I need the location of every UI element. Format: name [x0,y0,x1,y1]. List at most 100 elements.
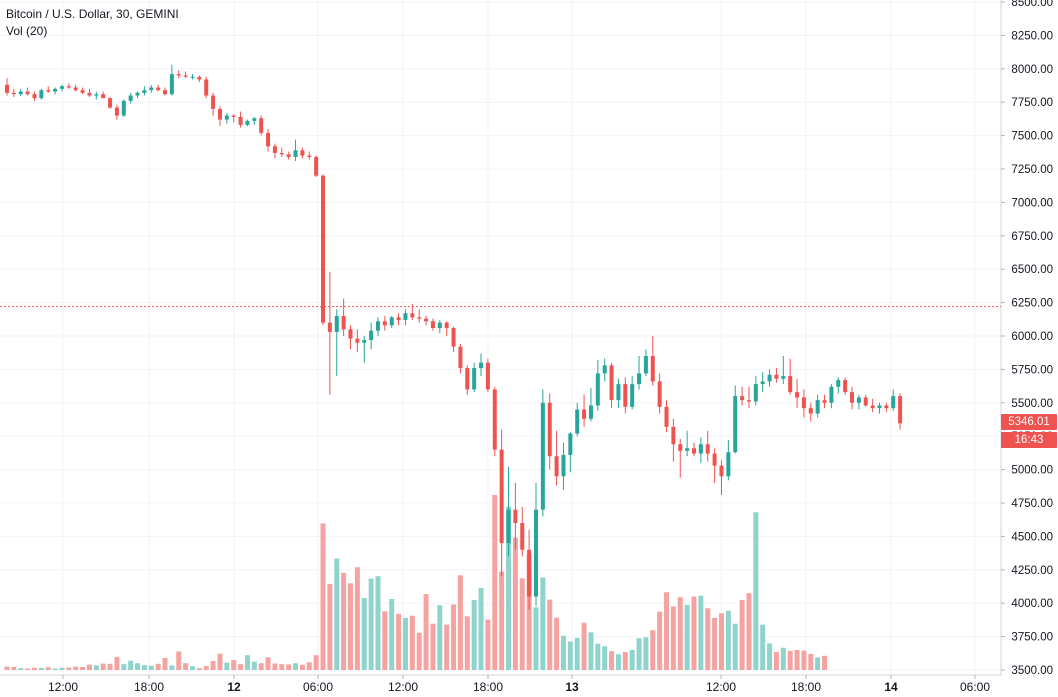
candle-body [774,374,779,379]
candle [485,358,490,393]
candle [307,151,312,160]
candle [726,440,731,481]
candle [877,402,882,414]
candle [465,365,470,395]
volume-bar [492,495,498,670]
candle [272,143,277,159]
candle [685,430,690,457]
candle [73,84,78,92]
volume-bar [396,613,402,670]
candle [59,84,64,92]
candle [224,112,229,124]
candle [444,321,449,336]
volume-bar [313,655,319,670]
candle-body [417,317,422,319]
volume-bar [320,523,326,670]
candle [375,317,380,336]
candle [430,318,435,331]
candle [492,386,497,457]
time-tick-label: 12:00 [388,680,418,694]
volume-bar [196,668,202,670]
price-axis[interactable]: 3500.00 3750.00 4000.00 4250.00 4500.00 4750.… [1001,0,1053,677]
candle [582,394,587,427]
candle [657,373,662,414]
candle [637,356,642,390]
candle-body [815,400,820,414]
volume-bar [169,665,175,670]
candle-body [252,118,257,121]
candle [588,388,593,422]
price-tick-label: 5750.00 [1011,364,1053,376]
candle [25,87,30,96]
volume-bar [45,667,51,670]
candle-body [561,454,566,477]
candle [788,358,793,395]
volume-bar [128,660,134,670]
candle-body [582,409,587,419]
candle-body [822,400,827,403]
candle [863,394,868,407]
candle-body [740,396,745,401]
candle [403,309,408,326]
candle-body [678,444,683,451]
candle [11,88,16,97]
price-tick-label: 3500.00 [1011,665,1053,677]
candle [183,71,188,79]
candle [341,298,346,336]
candle [458,344,463,374]
candle-body [355,338,360,343]
volume-bar [471,599,477,670]
candle-body [238,116,243,125]
volume-bar [760,624,766,670]
candle-body [94,94,99,96]
volume-bar [348,583,353,670]
candle [678,438,683,478]
candle-body [73,87,78,91]
candle-body [801,397,806,409]
candle [891,389,896,411]
volume-bar [11,666,17,670]
candle-body [513,509,518,524]
candle-body [479,362,484,369]
price-tick-label: 6000.00 [1011,331,1053,343]
candle [884,402,889,413]
candle-body [767,374,772,382]
volume-bar [183,663,189,670]
volume-bar [815,657,821,670]
volume-bar [361,598,367,670]
candle [705,430,710,462]
candle [815,394,820,418]
candle [266,128,271,152]
volume-bar [437,605,443,670]
volume-bar [100,663,106,670]
time-tick-label: 12 [227,680,241,694]
candle-body [643,356,648,374]
candle [5,78,9,96]
volume-bar [540,577,546,670]
time-axis[interactable]: 12:00 18:00 12 06:00 12:00 18:00 13 12:00 18:00 1… [48,675,990,694]
candle [472,362,477,393]
candle [176,70,181,79]
candle-body [183,75,188,77]
candle [767,369,772,387]
volume-bar [609,651,615,670]
candle [382,315,387,331]
volume-bar [560,635,566,670]
last-price-badge: 5346.01 [1001,414,1057,431]
candle-body [59,86,64,89]
candle [808,402,813,422]
volume-bar [773,652,779,670]
price-tick-label: 7000.00 [1011,197,1053,209]
candle-body [334,315,339,332]
candle-body [733,396,738,453]
candle-body [746,400,751,402]
candle-body [808,408,813,414]
price-tick-label: 6750.00 [1011,231,1053,243]
candle [513,482,518,550]
volume-bar [155,663,161,670]
volume-bar [595,643,601,670]
volume-bar [485,619,491,670]
candle [850,386,855,410]
candle-body [266,132,271,147]
